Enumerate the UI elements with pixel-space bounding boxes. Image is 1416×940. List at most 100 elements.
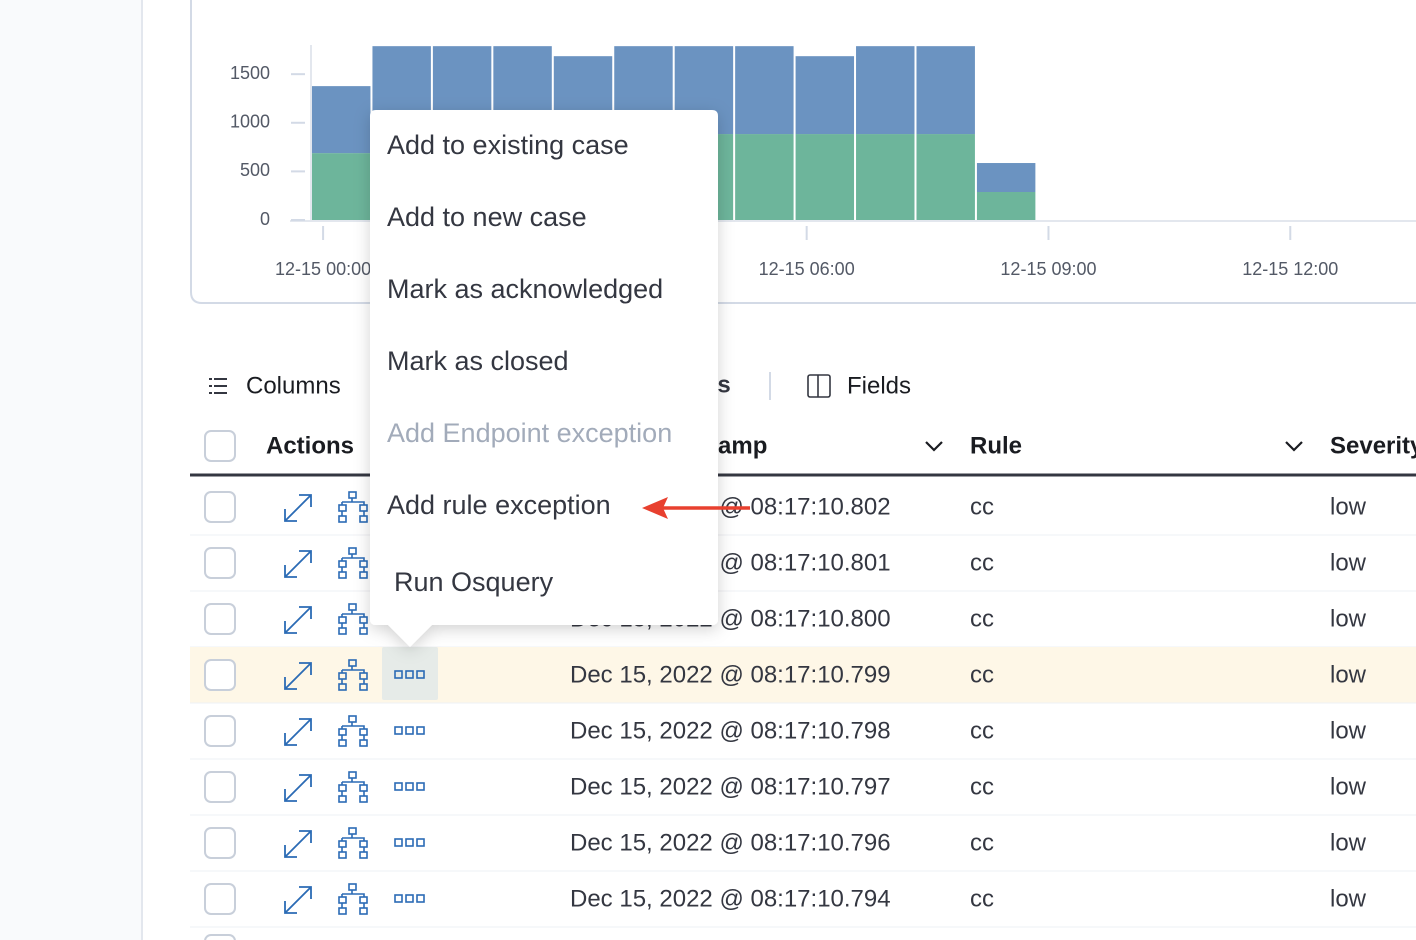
dot [416,726,425,735]
checkbox[interactable] [204,771,236,803]
x-tick-label: 12-15 09:00 [1000,259,1096,279]
fields-button[interactable]: Fields [847,372,911,399]
bar-segment [916,134,975,220]
x-tick-label: 12-15 00:00 [275,259,371,279]
checkbox[interactable] [204,659,236,691]
icon-part [214,378,227,380]
expand-icon[interactable] [284,662,312,690]
dot [394,670,403,679]
context-menu: Add to existing case Add to new case Mark … [370,110,718,647]
checkbox[interactable] [204,883,236,915]
dot [416,670,425,679]
more-actions-button[interactable] [394,726,425,735]
expand-icon[interactable] [284,550,312,578]
cell: low [1330,717,1367,744]
column-header[interactable]: Severity [1330,432,1416,459]
sort-chevron[interactable] [1285,441,1303,452]
column-header[interactable]: amp [718,432,767,459]
menu-panel [370,110,718,647]
more-actions-button[interactable] [394,838,425,847]
cell: Dec 15, 2022 @ 08:17:10.796 [570,829,891,856]
bar-segment [976,163,1036,192]
menu-item[interactable]: Add to new case [387,202,587,232]
table-row: Dec 15, 2022 @ 08:17:10.796 cc low [190,827,1416,872]
checkbox[interactable] [204,491,236,523]
cell: low [1330,605,1367,632]
annotation-arrowhead [642,497,668,519]
analyze-icon[interactable] [338,771,368,803]
analyze-icon[interactable] [338,827,368,859]
sort-chevron[interactable] [925,441,943,452]
dot [394,894,403,903]
cell: low [1330,773,1367,800]
cell: low [1330,885,1367,912]
analyze-icon[interactable] [338,659,368,691]
menu-item[interactable]: Mark as closed [387,346,569,376]
table-row: Dec 15, 2022 @ 08:17:10.794 cc low [190,883,1416,928]
bar-segment [795,56,855,135]
column-header[interactable]: Actions [266,432,354,459]
bar-segment [856,134,915,220]
dot [405,894,414,903]
cell: low [1330,493,1367,520]
checkbox[interactable] [204,827,236,859]
bar-segment [795,134,855,220]
expand-icon[interactable] [284,774,312,802]
columns-icon[interactable] [209,378,227,394]
menu-item[interactable]: Add rule exception [387,490,611,520]
expand-icon[interactable] [284,718,312,746]
cell: cc [970,829,994,856]
dot [416,894,425,903]
dot [405,726,414,735]
icon-part [209,385,212,387]
expand-icon[interactable] [284,494,312,522]
analyze-icon[interactable] [338,603,368,635]
chart-panel [190,0,1416,304]
checkbox[interactable] [204,603,236,635]
dot [394,726,403,735]
menu-item[interactable]: Add to existing case [387,130,629,160]
cell: cc [970,885,994,912]
menu-item[interactable]: Run Osquery [394,567,554,597]
bar-segment [312,153,371,220]
menu-item[interactable]: Mark as acknowledged [387,274,663,304]
cell: Dec 15, 2022 @ 08:17:10.794 [570,885,891,912]
y-tick-label: 500 [240,160,270,180]
dot [394,782,403,791]
bar-segment [735,46,794,135]
more-actions-button[interactable] [394,670,425,679]
more-actions-button[interactable] [394,782,425,791]
columns-button[interactable]: Columns [246,372,341,399]
analyze-icon[interactable] [338,547,368,579]
analyze-icon[interactable] [338,491,368,523]
cell: cc [970,717,994,744]
analyze-icon[interactable] [338,883,368,915]
cell: cc [970,773,994,800]
expand-icon[interactable] [284,886,312,914]
cell: low [1330,549,1367,576]
cell: cc [970,549,994,576]
table-row: Dec 15, 2022 @ 08:17:10.799 cc low [190,647,1416,704]
cell: low [1330,661,1367,688]
bar-segment [916,46,975,135]
checkbox[interactable] [204,547,236,579]
toolbar: ColumnsrtsFields [209,371,911,400]
y-tick-label: 0 [260,209,270,229]
more-actions-button[interactable] [394,894,425,903]
expand-icon[interactable] [284,830,312,858]
table: Actions amp Rule Severity Dec 15, 2022 @ 08:… [190,430,1416,940]
checkbox[interactable] [204,715,236,747]
dot [416,838,425,847]
icon-part [209,378,212,380]
dot [405,670,414,679]
bar-segment [976,192,1036,220]
dot [405,838,414,847]
analyze-icon[interactable] [338,715,368,747]
fields-icon[interactable] [807,374,831,398]
expand-icon[interactable] [284,606,312,634]
checkbox[interactable] [204,430,236,462]
more-button-hover [382,647,438,700]
column-header[interactable]: Rule [970,432,1022,459]
checkbox[interactable] [204,934,236,940]
